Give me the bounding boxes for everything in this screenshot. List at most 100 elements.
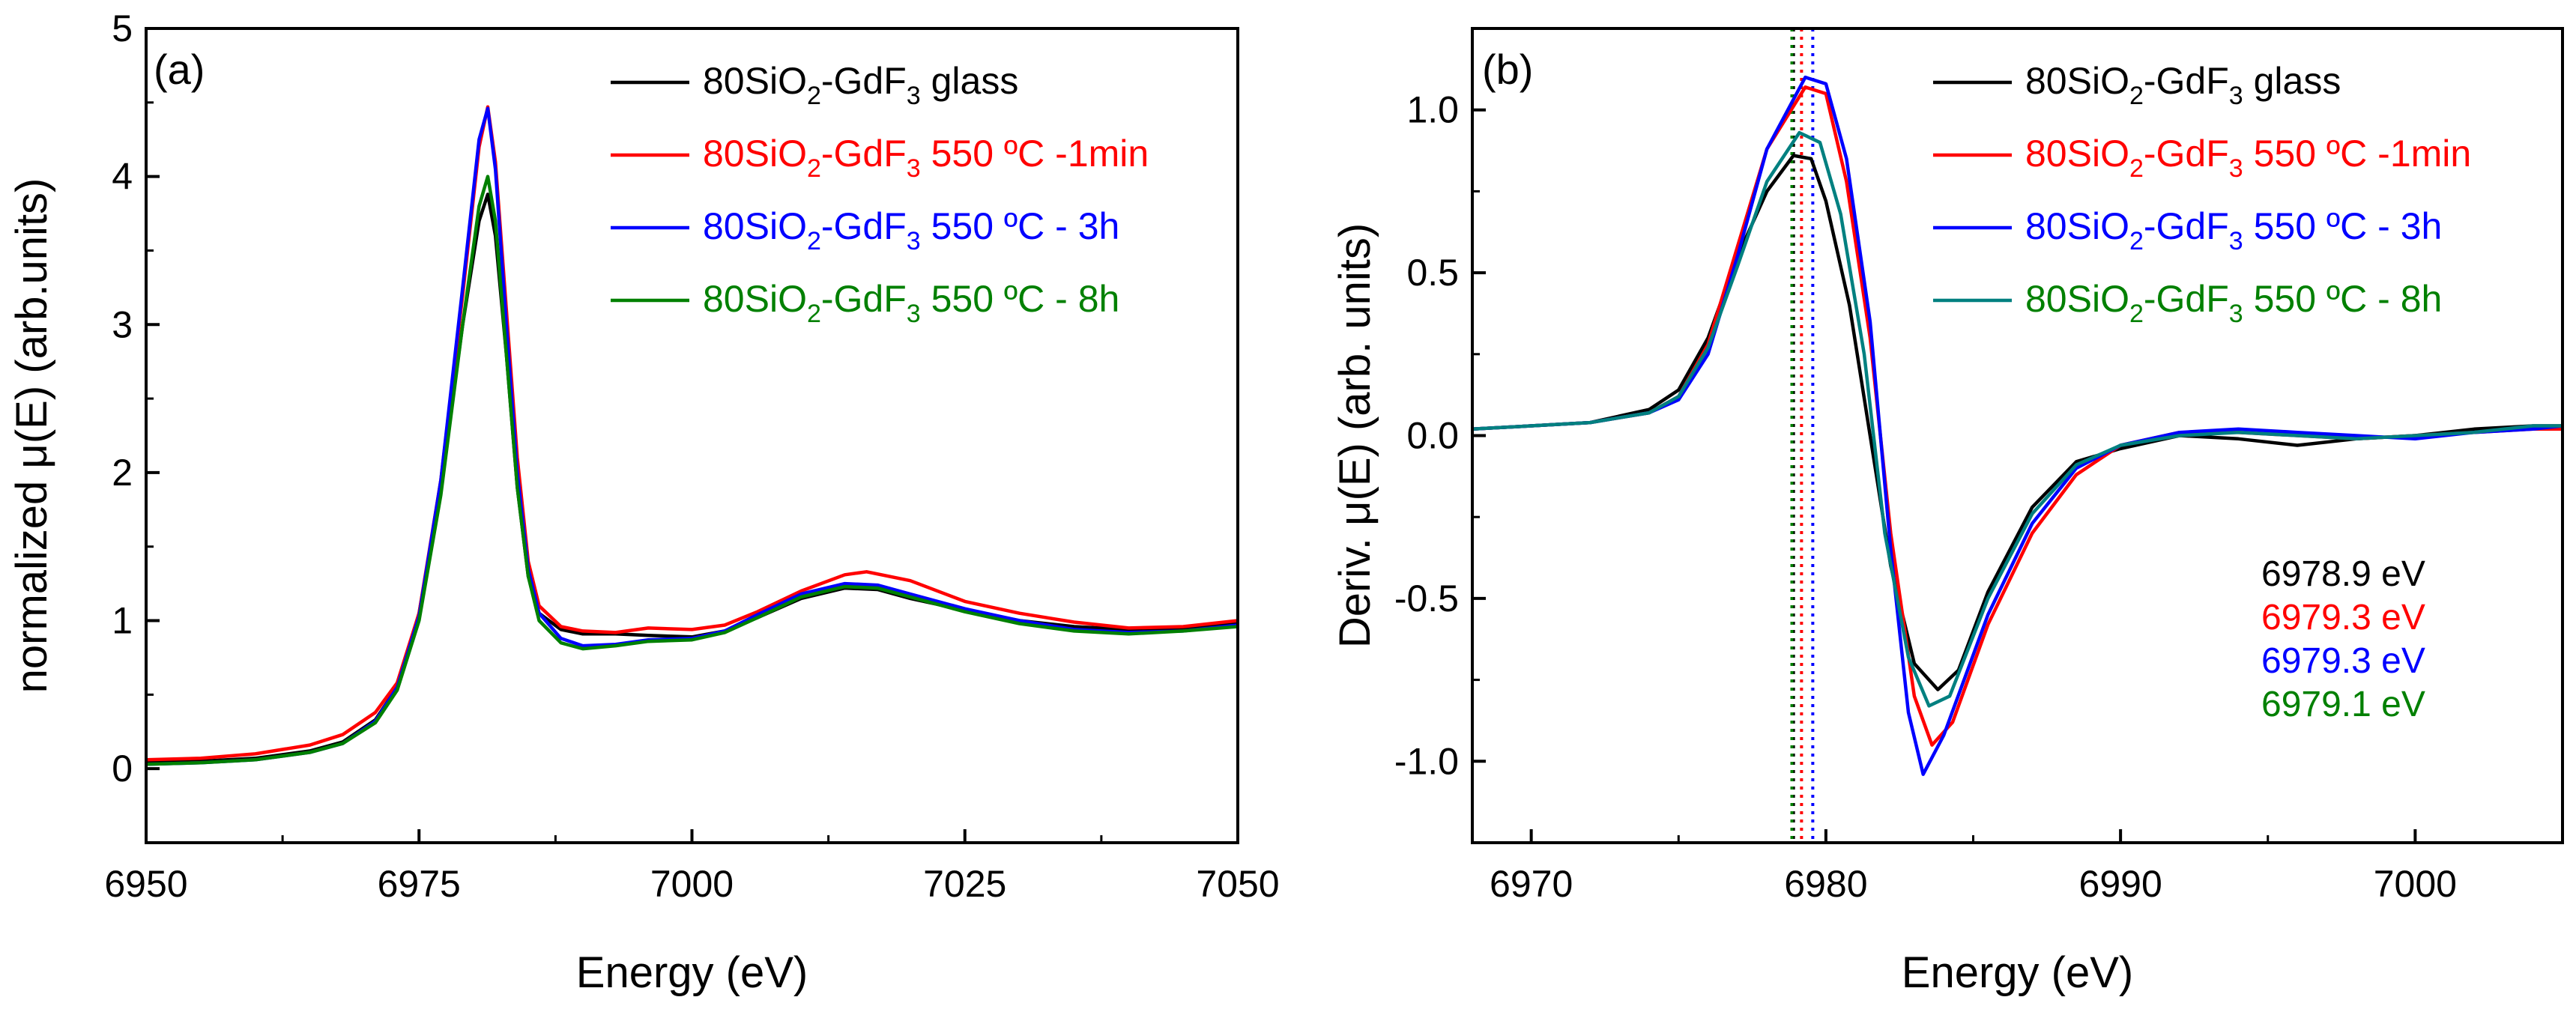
legend-entry-part: -GdF: [2144, 278, 2229, 320]
legend-entry-part: -GdF: [821, 133, 907, 175]
legend-entry-part: 2: [807, 300, 821, 328]
legend-entry-2: 80SiO2-GdF3 550 ºC - 3h: [2025, 205, 2442, 255]
legend-entry-part: 550 ºC -1min: [921, 133, 1149, 175]
panel-b-chart: 6970 6980 6990 7000 -1.0 -0.5 0.0 0.5 1.0 (b) En…: [1331, 27, 2564, 997]
legend-entry-2: 80SiO2-GdF3 550 ºC - 3h: [703, 205, 1119, 255]
legend-entry-0: 80SiO2-GdF3 glass: [703, 60, 1018, 110]
y-tick-label: 0.0: [1406, 415, 1459, 457]
legend-entry-part: 2: [807, 227, 821, 255]
legend-entry-part: 550 ºC - 8h: [921, 278, 1120, 320]
legend-entry-part: 3: [2229, 300, 2243, 328]
y-tick-label: 3: [112, 303, 133, 345]
y-tick-label: -1.0: [1394, 740, 1459, 782]
panel-a-y-title-mu: μ: [7, 443, 56, 468]
panel-b-y-title-prefix: Deriv.: [1331, 526, 1379, 648]
y-tick-label: -0.5: [1394, 578, 1459, 619]
legend-entry-part: 80SiO: [2025, 133, 2129, 175]
y-tick-label: 0.5: [1406, 252, 1459, 294]
panel-b-y-title-suffix: (E) (arb. units): [1331, 223, 1379, 501]
series-line-1: [146, 105, 1238, 762]
panel-a-x-axis-title: Energy (eV): [576, 948, 808, 997]
x-tick-label: 6990: [2079, 863, 2162, 905]
legend-entry-part: 2: [2129, 300, 2144, 328]
legend-entry-3: 80SiO2-GdF3 550 ºC - 8h: [703, 278, 1119, 328]
legend-entry-part: -GdF: [2144, 133, 2229, 175]
legend-entry-part: 80SiO: [703, 60, 807, 102]
legend-entry-part: 2: [807, 154, 821, 183]
legend-entry-part: 3: [2229, 227, 2243, 255]
legend-entry-part: glass: [921, 60, 1019, 102]
legend-entry-1: 80SiO2-GdF3 550 ºC -1min: [2025, 133, 2471, 183]
legend-entry-part: 550 ºC - 3h: [921, 205, 1120, 247]
y-tick-label: 2: [112, 452, 133, 494]
panel-a-label: (a): [154, 46, 205, 93]
panel-b-edge-marker-lines: [1790, 28, 1815, 843]
legend-entry-part: 550 ºC - 3h: [2243, 205, 2443, 247]
legend-entry-part: 80SiO: [703, 205, 807, 247]
panel-a-y-title-suffix: (E) (arb.units): [7, 178, 56, 444]
legend-entry-part: -GdF: [821, 278, 907, 320]
legend-entry-part: 550 ºC - 8h: [2243, 278, 2443, 320]
legend-entry-part: -GdF: [2144, 205, 2229, 247]
y-tick-label: 4: [112, 156, 133, 198]
legend-entry-part: -GdF: [821, 205, 907, 247]
y-tick-label: 5: [112, 7, 133, 49]
x-tick-label: 6980: [1784, 863, 1867, 905]
x-tick-label: 6975: [378, 863, 461, 905]
edge-energy-label-0: 6978.9 eV: [2261, 554, 2425, 594]
edge-energy-label-2: 6979.3 eV: [2261, 641, 2425, 681]
legend-entry-part: 3: [907, 154, 921, 183]
legend-entry-part: 2: [2129, 82, 2144, 110]
panel-a-chart: 6950 6975 7000 7025 7050 0 1 2 3 4 5 (a) Energy (e…: [7, 7, 1280, 997]
y-tick-label: 1: [112, 600, 133, 642]
series-line-2: [1472, 75, 2563, 776]
legend-entry-part: 80SiO: [2025, 205, 2129, 247]
legend-entry-0: 80SiO2-GdF3 glass: [2025, 60, 2341, 110]
x-tick-label: 6970: [1490, 863, 1573, 905]
x-tick-label: 7050: [1196, 863, 1279, 905]
x-tick-label: 7000: [650, 863, 734, 905]
edge-energy-label-3: 6979.1 eV: [2261, 685, 2425, 724]
x-tick-label: 6950: [104, 863, 187, 905]
panel-b-ticks: 6970 6980 6990 7000 -1.0 -0.5 0.0 0.5 1.0: [1394, 89, 2457, 905]
panel-a-series-lines: [146, 105, 1238, 766]
legend-entry-part: -GdF: [821, 60, 907, 102]
panel-b-series-lines: [1472, 75, 2563, 776]
legend-entry-part: 550 ºC -1min: [2243, 133, 2472, 175]
panel-b-label: (b): [1482, 46, 1533, 93]
panel-a-ticks: 6950 6975 7000 7025 7050 0 1 2 3 4 5: [104, 7, 1279, 905]
legend-entry-part: 80SiO: [2025, 60, 2129, 102]
legend-entry-part: 80SiO: [703, 133, 807, 175]
panel-b-x-axis-title: Energy (eV): [1902, 948, 2133, 997]
legend-entry-part: 3: [907, 300, 921, 328]
legend-entry-1: 80SiO2-GdF3 550 ºC -1min: [703, 133, 1149, 183]
legend-entry-part: 80SiO: [2025, 278, 2129, 320]
panel-a-y-axis-title: normalized μ(E) (arb.units): [7, 178, 56, 694]
legend-entry-part: 3: [907, 82, 921, 110]
legend-entry-part: 80SiO: [703, 278, 807, 320]
panel-a-y-title-prefix: normalized: [7, 469, 56, 694]
panel-b-y-axis-title: Deriv. μ(E) (arb. units): [1331, 223, 1379, 648]
legend-entry-3: 80SiO2-GdF3 550 ºC - 8h: [2025, 278, 2442, 328]
series-line-3: [1472, 130, 2563, 708]
panel-b-y-title-mu: μ: [1331, 500, 1379, 525]
legend-entry-part: -GdF: [2144, 60, 2229, 102]
legend-entry-part: 2: [807, 82, 821, 110]
legend-entry-part: 3: [907, 227, 921, 255]
series-line-0: [1472, 154, 2563, 691]
x-tick-label: 7000: [2374, 863, 2457, 905]
x-tick-label: 7025: [923, 863, 1006, 905]
legend-entry-part: 2: [2129, 154, 2144, 183]
legend-entry-part: 2: [2129, 227, 2144, 255]
edge-energy-label-1: 6979.3 eV: [2261, 598, 2425, 637]
y-tick-label: 0: [112, 748, 133, 790]
legend-entry-part: 3: [2229, 82, 2243, 110]
y-tick-label: 1.0: [1406, 89, 1459, 131]
panel-b-edge-energy-labels: 6978.9 eV 6979.3 eV 6979.3 eV 6979.1 eV: [2261, 554, 2425, 724]
legend-entry-part: 3: [2229, 154, 2243, 183]
legend-entry-part: glass: [2243, 60, 2341, 102]
series-line-3: [146, 175, 1238, 766]
